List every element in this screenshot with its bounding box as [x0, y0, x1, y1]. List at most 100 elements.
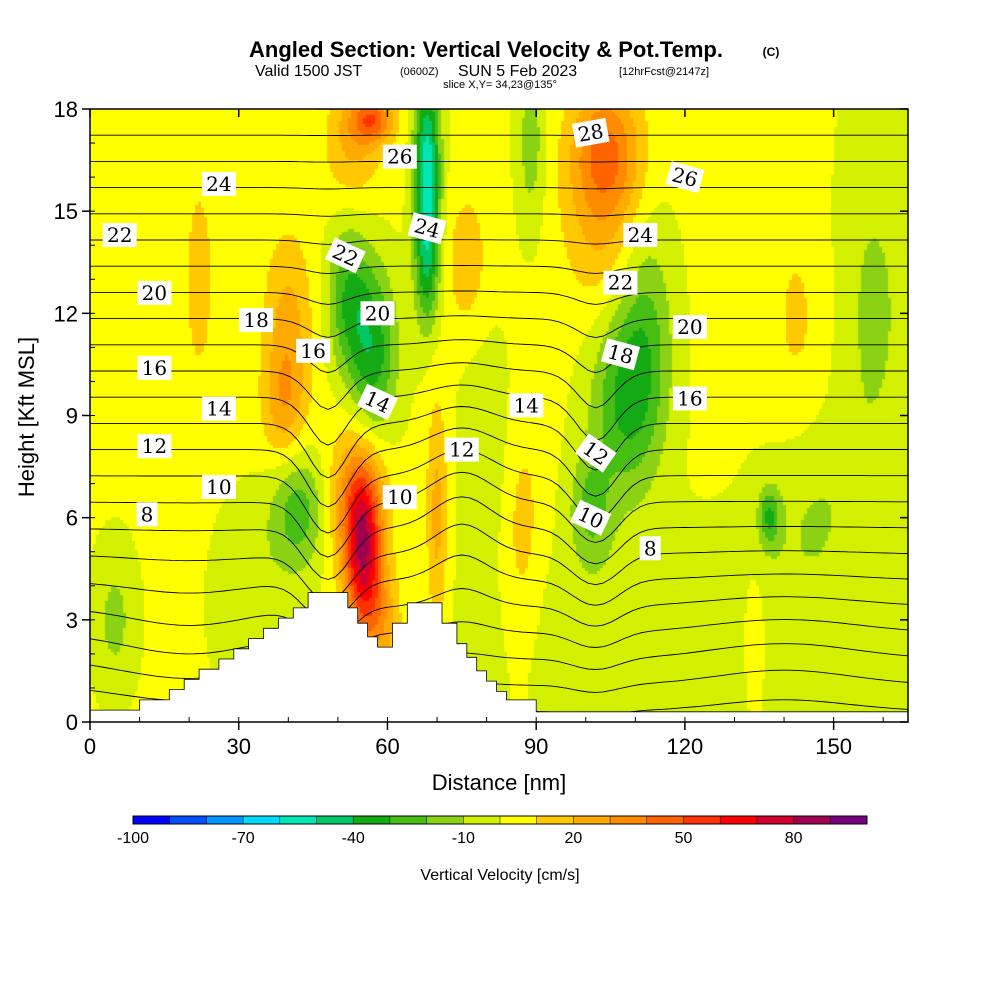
theta-label: 12	[444, 437, 479, 462]
colorbar-swatch	[279, 816, 317, 824]
colorbar-tick-label: 50	[675, 830, 693, 847]
colorbar-tick-label: -10	[452, 830, 475, 847]
colorbar-title: Vertical Velocity [cm/s]	[420, 867, 579, 884]
colorbar-swatch	[756, 816, 794, 824]
theta-label: 14	[509, 393, 544, 418]
theta-label-text: 8	[644, 536, 657, 560]
theta-label-box	[570, 499, 612, 536]
y-tick-label: 3	[66, 608, 78, 633]
theta-label: 22	[603, 270, 638, 295]
theta-label-box	[102, 223, 137, 247]
theta-label-box	[360, 301, 395, 326]
forecast-info: [12hrFcst@2147z]	[619, 66, 709, 78]
colorbar-swatch	[646, 816, 684, 824]
theta-label: 12	[137, 434, 172, 459]
isotherm-12	[90, 427, 908, 508]
y-axis: 0 3 6 9 12 15 18	[54, 97, 908, 735]
theta-label: 22	[102, 223, 137, 247]
theta-label-text: 20	[365, 301, 390, 325]
theta-label-box	[665, 161, 705, 194]
colorbar-swatch	[316, 816, 354, 824]
theta-label-box	[603, 270, 638, 295]
theta-label: 24	[201, 171, 236, 196]
theta-label-box	[324, 237, 366, 274]
isotherm-19	[90, 265, 908, 275]
slice-info: slice X,Y= 34,23@135°	[443, 79, 557, 91]
isotherm-23	[90, 160, 908, 163]
theta-label-box	[357, 383, 398, 420]
terrain-profile	[89, 592, 909, 723]
theta-label-box	[672, 315, 707, 339]
theta-label-box	[239, 308, 274, 333]
theta-label: 18	[600, 338, 641, 371]
colorbar-swatch	[353, 816, 391, 824]
theta-label-box	[201, 171, 236, 196]
theta-label: 14	[201, 396, 236, 421]
colorbar-swatch	[206, 816, 244, 824]
colorbar-swatch	[610, 816, 648, 824]
isotherm-13	[90, 406, 908, 479]
theta-label-box	[296, 338, 331, 363]
y-tick-label: 18	[54, 97, 78, 122]
theta-label: 10	[570, 499, 612, 536]
x-tick-label: 60	[375, 734, 399, 759]
x-tick-label: 150	[815, 734, 852, 759]
theta-label-text: 16	[142, 356, 167, 380]
theta-contours	[90, 109, 908, 722]
theta-label: 18	[239, 308, 274, 333]
valid-date: SUN 5 Feb 2023	[458, 63, 577, 80]
theta-label-text: 22	[107, 223, 132, 247]
colorbar-swatch	[389, 816, 427, 824]
colorbar-tick-label: 20	[565, 830, 583, 847]
theta-label-text: 16	[300, 339, 325, 363]
y-tick-label: 12	[54, 301, 78, 326]
theta-label-text: 20	[142, 281, 167, 305]
theta-label-box	[137, 355, 172, 380]
theta-label: 26	[665, 161, 705, 194]
valid-time-line: Valid 1500 JST (0600Z) SUN 5 Feb 2023 [1…	[255, 63, 709, 80]
theta-label-box	[600, 338, 641, 371]
y-tick-label: 6	[66, 506, 78, 531]
theta-label-text: 14	[206, 397, 231, 421]
y-tick-label: 15	[54, 199, 78, 224]
theta-label: 24	[623, 223, 658, 247]
theta-label: 28	[571, 118, 610, 148]
theta-label-text: 24	[628, 223, 653, 247]
theta-label-text: 18	[243, 308, 268, 332]
colorbar-swatch	[243, 816, 281, 824]
theta-label-text: 10	[387, 485, 412, 509]
colorbar-tick-label: -40	[342, 830, 365, 847]
chart-title: Angled Section: Vertical Velocity & Pot.…	[249, 37, 723, 62]
theta-label-box	[137, 434, 172, 459]
theta-label-box	[201, 475, 236, 499]
x-tick-label: 0	[84, 734, 96, 759]
y-tick-label: 0	[66, 710, 78, 735]
x-tick-label: 90	[524, 734, 548, 759]
theta-label: 10	[201, 475, 236, 499]
theta-label-box	[623, 223, 658, 247]
colorbar-tick-label: -100	[117, 830, 149, 847]
theta-label: 8	[136, 502, 158, 527]
colorbar	[132, 815, 868, 825]
theta-label-text: 22	[608, 271, 633, 295]
theta-label-box	[571, 118, 610, 148]
colorbar-swatch	[463, 816, 501, 824]
colorbar-swatch	[720, 816, 758, 824]
isotherm-22	[90, 187, 908, 190]
theta-label-text: 24	[206, 172, 231, 196]
isotherm-21	[90, 213, 908, 217]
theta-label-text: 12	[142, 434, 167, 458]
theta-label-text: 14	[514, 393, 539, 417]
colorbar-swatch	[500, 816, 538, 824]
colorbar-swatch	[830, 816, 868, 824]
theta-label-text: 10	[206, 475, 231, 499]
theta-label: 10	[382, 485, 417, 510]
y-axis-title: Height [Kft MSL]	[14, 337, 39, 497]
theta-label-text: 16	[677, 387, 702, 411]
theta-label-box	[382, 485, 417, 510]
colorbar-tick-labels: -100 -70 -40 -10 20 50 80	[117, 830, 803, 847]
theta-label-box	[444, 437, 479, 462]
theta-label: 16	[296, 338, 331, 363]
theta-label: 20	[672, 315, 707, 339]
